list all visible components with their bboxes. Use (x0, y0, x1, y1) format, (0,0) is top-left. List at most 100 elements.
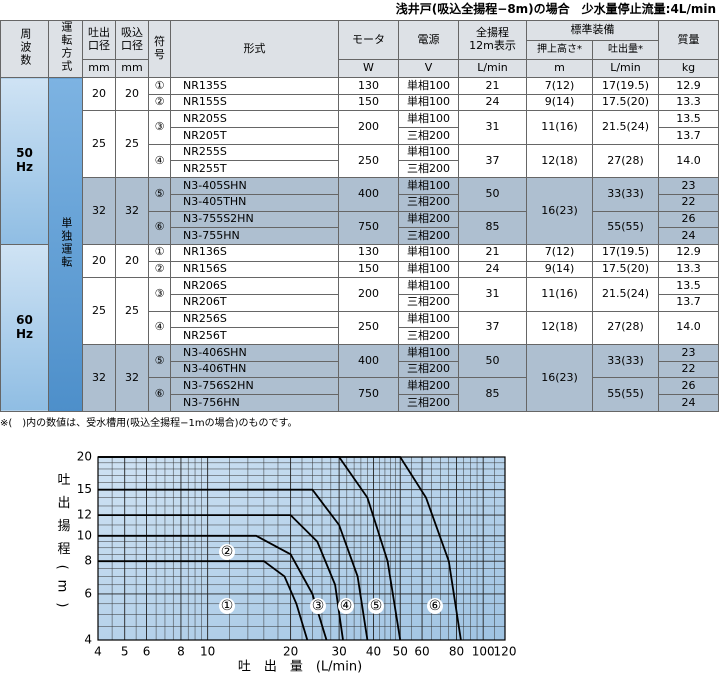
plot-background (98, 457, 505, 640)
table-cell: 13.5 (658, 110, 719, 129)
x-tick-label: 120 (494, 645, 517, 659)
frequency-cell: 60 Hz (0, 243, 49, 412)
table-row: 25 25 ③ NR205S 200 単相100 31 11(16) 21.5(24) 13.5 (1, 110, 719, 179)
table-cell: 25 (82, 277, 116, 345)
spec-table: 周波数 運転方式 吐出 口径 吸込 口径 符 号 形式 モータ 電源 全揚程 1… (0, 20, 719, 412)
table-cell: 16(23) (526, 344, 593, 412)
x-tick-label: 20 (283, 645, 298, 659)
table-cell: 三相200 (398, 160, 459, 179)
model-cell: NR205S (170, 110, 339, 129)
table-cell: 400 (338, 343, 399, 379)
model-cell: NR205T (170, 127, 339, 145)
table-cell: 85 (458, 210, 527, 245)
table-cell: ③ (148, 277, 171, 312)
table-row: ④ NR255S 250 単相100 37 12(18) 27(28) 14.0 (1, 143, 719, 179)
table-cell: 12.9 (658, 77, 719, 95)
table-cell: 250 (338, 310, 399, 346)
model-cell: N3-756HN (170, 394, 339, 412)
x-tick-label: 4 (94, 645, 102, 659)
header-title: 浅井戸(吸込全揚程−8m)の場合 少水量停止流量:4L/min (395, 2, 716, 16)
table-cell: 200 (338, 277, 399, 312)
table-cell: 単相200 (398, 210, 459, 229)
table-cell: 150 (338, 260, 399, 279)
series-label: ③ (312, 598, 325, 614)
series-line (98, 560, 309, 641)
table-row: 32 32 ⑤ N3-405SHN 400 単相100 50 16(23) 33(33) 23 (1, 177, 719, 245)
mode-text: 単独運転 (59, 216, 73, 269)
table-cell: 単相100 (398, 77, 459, 95)
model-cell: NR156S (170, 260, 339, 279)
header-cell: 吐出 口径 (82, 20, 116, 60)
x-tick-label: 10 (200, 645, 215, 659)
model-cell: N3-405THN (170, 193, 339, 212)
table-cell: 37 (458, 310, 527, 346)
table-cell: 20 (115, 243, 149, 279)
table-cell: 27(28) (592, 143, 659, 179)
unit-cell: mm (115, 59, 149, 78)
table-row: ⑥ N3-756S2HN 750 単相200 85 55(55) 26 (1, 377, 719, 412)
table-cell: 21 (458, 243, 527, 262)
table-cell: 25 (115, 277, 149, 345)
table-cell: 17.5(20) (592, 93, 659, 112)
table-row: ② NR156S 150 単相100 24 9(14) 17.5(20) 13.3 (1, 260, 719, 279)
header-cell: 質量 (658, 20, 719, 60)
table-cell: 50 (458, 343, 527, 379)
table-cell: 24 (458, 93, 527, 112)
table-cell: 三相200 (398, 394, 459, 412)
table-cell: 21 (458, 77, 527, 95)
table-cell: 26 (658, 377, 719, 396)
x-axis-label: 吐 出 量 (L/min) (238, 660, 362, 675)
model-cell: N3-405SHN (170, 177, 339, 195)
table-cell: 200 (338, 110, 399, 145)
table-cell: 32 (82, 344, 116, 412)
table-cell: 50 (458, 177, 527, 212)
table-cell: 32 (82, 177, 116, 245)
table-cell: 13.5 (658, 277, 719, 295)
x-tick-label: 6 (143, 645, 151, 659)
header-cell: 運転方式 (59, 21, 73, 74)
mode-cell: 単独運転 (48, 77, 83, 412)
table-cell: 三相200 (398, 327, 459, 345)
model-cell: NR135S (170, 77, 339, 95)
table-row: 50 Hz 単独運転 20 20 ① NR135S 130 単相100 21 7(12) 17(19… (0, 76, 719, 412)
header-cell: 符 号 (148, 20, 171, 78)
table-cell: ⑥ (148, 210, 171, 245)
y-tick-label: 10 (77, 528, 92, 542)
table-cell: 130 (338, 77, 399, 95)
table-cell: 33(33) (592, 343, 659, 379)
table-cell: 150 (338, 93, 399, 112)
table-row: N3-406THN 三相200 22 (1, 360, 719, 379)
table-cell: 20 (82, 76, 116, 112)
model-cell: NR206S (170, 277, 339, 295)
table-cell: 13.3 (658, 93, 719, 112)
x-tick-label: 100 (472, 645, 495, 659)
series-label-bg (427, 598, 443, 614)
y-tick-label: 12 (77, 508, 92, 522)
table-cell: 単相100 (398, 310, 459, 329)
header-cell: 全揚程 12m表示 (458, 20, 527, 60)
table-cell: 三相200 (398, 193, 459, 212)
table-cell: 単相200 (398, 377, 459, 396)
model-cell: NR255S (170, 143, 339, 162)
table-cell: ② (148, 260, 171, 279)
y-tick-label: 4 (84, 633, 92, 647)
table-cell: 32 (115, 177, 149, 245)
table-cell: 9(14) (526, 260, 593, 279)
table-cell: 単相100 (398, 110, 459, 129)
table-cell: 14.0 (658, 310, 719, 346)
table-cell: 12(18) (526, 310, 593, 346)
table-cell: ④ (148, 310, 171, 346)
table-cell: 単相100 (398, 277, 459, 295)
x-tick-label: 50 (393, 645, 408, 659)
table-cell: 31 (458, 277, 527, 312)
table-cell: 11(16) (526, 110, 593, 145)
series-label-bg (338, 598, 354, 614)
series-label-bg (368, 598, 384, 614)
series-line (98, 514, 344, 641)
series-label: ⑥ (429, 598, 442, 614)
table-cell: 17(19.5) (592, 243, 659, 262)
y-axis-label: 吐出揚程(m) (55, 473, 71, 618)
table-cell: 85 (458, 377, 527, 412)
table-cell: 33(33) (592, 177, 659, 212)
table-cell: ④ (148, 143, 171, 179)
